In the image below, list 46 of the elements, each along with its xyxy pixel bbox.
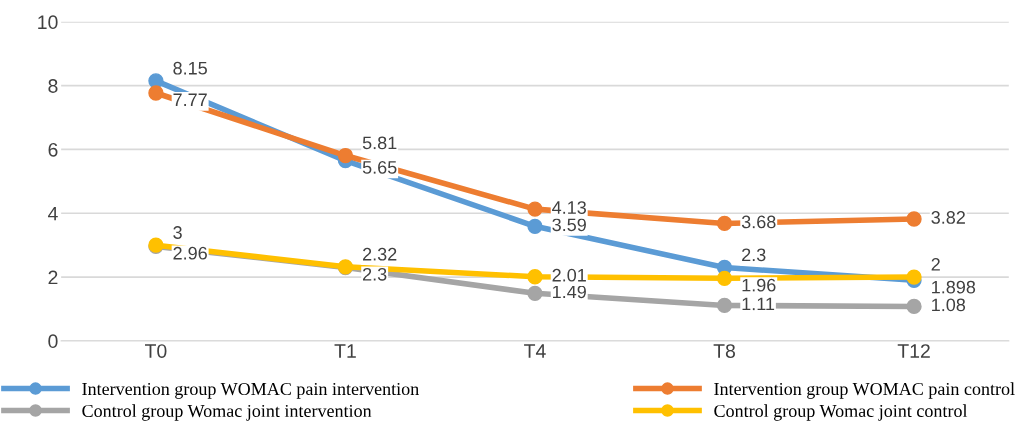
point xyxy=(716,297,733,314)
data-label: 3.68 xyxy=(741,215,776,229)
point xyxy=(527,269,543,285)
legend-label: Control group Womac joint control xyxy=(714,404,968,421)
data-label: 1.11 xyxy=(742,297,775,311)
data-label: 3 xyxy=(173,226,182,239)
point xyxy=(716,215,733,232)
x-tick-label: T8 xyxy=(713,344,736,358)
y-tick-label: 4 xyxy=(48,206,58,221)
data-label: 2.01 xyxy=(552,268,586,282)
data-label: 2.3 xyxy=(363,267,387,281)
point xyxy=(148,85,164,101)
point xyxy=(527,285,543,301)
y-tick-label: 0 xyxy=(48,334,58,349)
point xyxy=(527,201,543,217)
legend-label: Intervention group WOMAC pain control xyxy=(714,382,1015,399)
point xyxy=(527,218,543,234)
point xyxy=(906,211,922,227)
y-tick-label: 6 xyxy=(48,142,58,157)
point xyxy=(337,147,354,164)
legend-label: Control group Womac joint intervention xyxy=(82,404,372,421)
x-tick-label: T12 xyxy=(897,344,930,358)
data-label: 1.96 xyxy=(742,278,776,292)
data-label: 1.08 xyxy=(932,298,966,312)
data-label: 8.15 xyxy=(173,61,207,75)
y-tick-label: 10 xyxy=(38,15,58,30)
x-tick-label: T1 xyxy=(334,344,356,358)
y-tick-label: 8 xyxy=(48,79,58,93)
data-label: 5.65 xyxy=(362,161,397,174)
point xyxy=(906,298,922,315)
data-label: 5.81 xyxy=(362,136,397,150)
point xyxy=(716,270,733,286)
y-tick-label: 2 xyxy=(48,270,58,285)
x-tick-label: T0 xyxy=(145,344,167,358)
legend-label: Intervention group WOMAC pain intervention xyxy=(82,382,419,399)
data-label: 2.3 xyxy=(742,248,766,262)
data-label: 3.82 xyxy=(931,211,965,224)
data-label: 1.898 xyxy=(932,280,976,294)
data-label: 2.96 xyxy=(173,246,207,260)
data-label: 3.59 xyxy=(552,218,586,232)
data-label: 4.13 xyxy=(552,201,586,214)
data-label: 2.32 xyxy=(363,247,397,261)
x-tick-label: T4 xyxy=(524,344,546,358)
data-label: 7.77 xyxy=(173,93,207,106)
data-label: 1.49 xyxy=(553,285,586,299)
data-label: 2 xyxy=(931,258,940,271)
